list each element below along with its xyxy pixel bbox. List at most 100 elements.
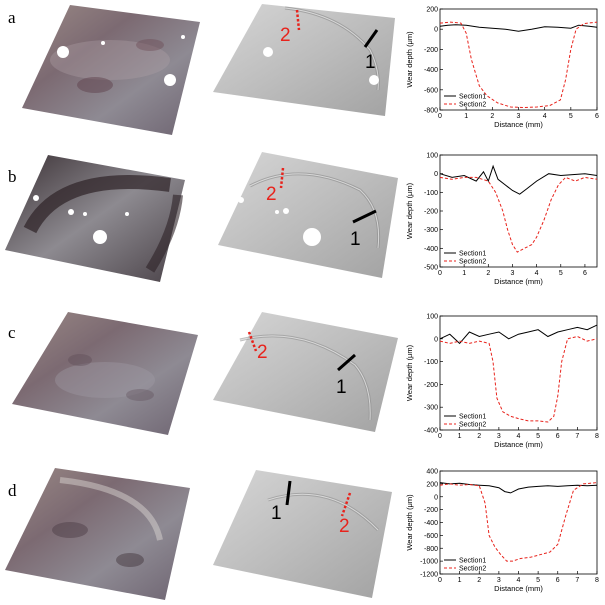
x-tick-label: 1 [462,270,466,277]
y-tick-label: -800 [424,546,438,553]
y-tick-label: -400 [424,520,438,527]
series-line-1 [439,324,598,345]
x-tick-label: 6 [556,433,560,440]
chart-d: 0 1 2 3 4 5 6 7 8 -1200 -1000 -800 -600 -400 -200 0 200 4… [405,469,599,594]
series-line-1 [439,164,598,195]
x-tick-label: 4 [517,433,521,440]
y-tick-label: 0 [434,27,438,34]
section1-marker-b [352,209,377,224]
x-tick-label: 5 [569,113,573,120]
section2-label-a: 2 [280,25,291,46]
photo-d [5,468,190,600]
y-tick-label: 400 [426,469,438,476]
y-tick-label: 200 [426,7,438,14]
chart-b: 0 1 2 3 4 5 6 -500 -400 -300 -200 -100 0 100 Distance … [405,153,598,286]
y-tick-label: -300 [424,405,438,412]
x-tick-label: 4 [543,113,547,120]
section2-marker-d [340,492,352,517]
y-tick-label: -200 [424,47,438,54]
legend-label-1: Section1 [459,558,486,565]
x-axis-label: Distance (mm) [494,584,543,593]
y-tick-label: -400 [424,67,438,74]
x-axis-label: Distance (mm) [494,440,543,449]
photo-c [12,312,198,435]
section2-label-c: 2 [257,342,268,363]
x-tick-label: 6 [583,270,587,277]
surface-a: 1 2 [213,4,395,116]
x-tick-label: 6 [556,577,560,584]
x-tick-label: 6 [595,113,599,120]
photo-a [22,5,200,135]
y-tick-label: -400 [424,428,438,435]
x-axis-label: Distance (mm) [494,120,543,129]
y-tick-label: -200 [424,382,438,389]
y-axis-label: Wear depth (μm) [405,344,414,401]
section1-marker-d [285,480,292,506]
photo-b [5,155,185,282]
section1-marker-c [337,353,356,372]
y-tick-label: -300 [424,227,438,234]
surface-d: 1 2 [213,470,392,598]
legend-label-1: Section1 [459,94,486,101]
section2-label-b: 2 [266,184,277,205]
section1-label-a: 1 [365,52,376,73]
y-tick-label: 100 [426,314,438,321]
x-tick-label: 2 [477,433,481,440]
x-tick-label: 3 [511,270,515,277]
y-tick-label: -400 [424,246,438,253]
row-label-c: c [8,323,16,342]
chart-c: 0 1 2 3 4 5 6 7 8 -400 -300 -200 -100 0 100 Distance (m… [405,314,599,450]
y-tick-label: 100 [426,153,438,160]
y-tick-label: 0 [434,336,438,343]
row-label-d: d [8,481,17,500]
x-tick-label: 0 [438,433,442,440]
x-tick-label: 0 [438,113,442,120]
y-tick-label: -200 [424,209,438,216]
x-tick-label: 3 [517,113,521,120]
x-tick-label: 3 [497,433,501,440]
surface-b: 1 2 [218,152,398,278]
series-line-2 [439,335,598,423]
series-line-2 [439,21,598,109]
y-tick-label: -200 [424,507,438,514]
x-tick-label: 1 [464,113,468,120]
section2-marker-c [247,331,258,352]
x-tick-label: 5 [559,270,563,277]
y-tick-label: -600 [424,87,438,94]
y-tick-label: 0 [434,171,438,178]
y-tick-label: 200 [426,481,438,488]
x-tick-label: 7 [575,433,579,440]
series-line-1 [439,24,598,32]
y-tick-label: -100 [424,190,438,197]
x-tick-label: 4 [535,270,539,277]
y-axis-label: Wear depth (μm) [405,182,414,239]
x-tick-label: 3 [497,577,501,584]
x-tick-label: 2 [490,113,494,120]
x-tick-label: 2 [477,577,481,584]
x-tick-label: 5 [536,433,540,440]
section2-label-d: 2 [339,516,350,537]
section1-label-d: 1 [271,503,282,524]
section1-marker-a [363,29,379,48]
y-tick-label: -100 [424,359,438,366]
x-tick-label: 4 [517,577,521,584]
row-label-b: b [8,167,17,186]
legend-label-2: Section2 [459,422,486,429]
y-tick-label: -600 [424,533,438,540]
legend-label-1: Section1 [459,251,486,258]
legend-label-2: Section2 [459,566,486,573]
x-tick-label: 7 [575,577,579,584]
x-tick-label: 0 [438,577,442,584]
section1-label-b: 1 [350,229,361,250]
legend-label-1: Section1 [459,414,486,421]
legend-label-2: Section2 [459,102,486,109]
x-tick-label: 8 [595,577,599,584]
series-line-2 [439,482,598,562]
x-tick-label: 2 [486,270,490,277]
x-tick-label: 0 [438,270,442,277]
y-axis-label: Wear depth (μm) [405,494,414,551]
section1-label-c: 1 [336,377,347,398]
section2-marker-b [279,167,285,189]
chart-a: 0 1 2 3 4 5 6 -800 -600 -400 -200 0 200 Distance (mm)… [405,7,599,130]
